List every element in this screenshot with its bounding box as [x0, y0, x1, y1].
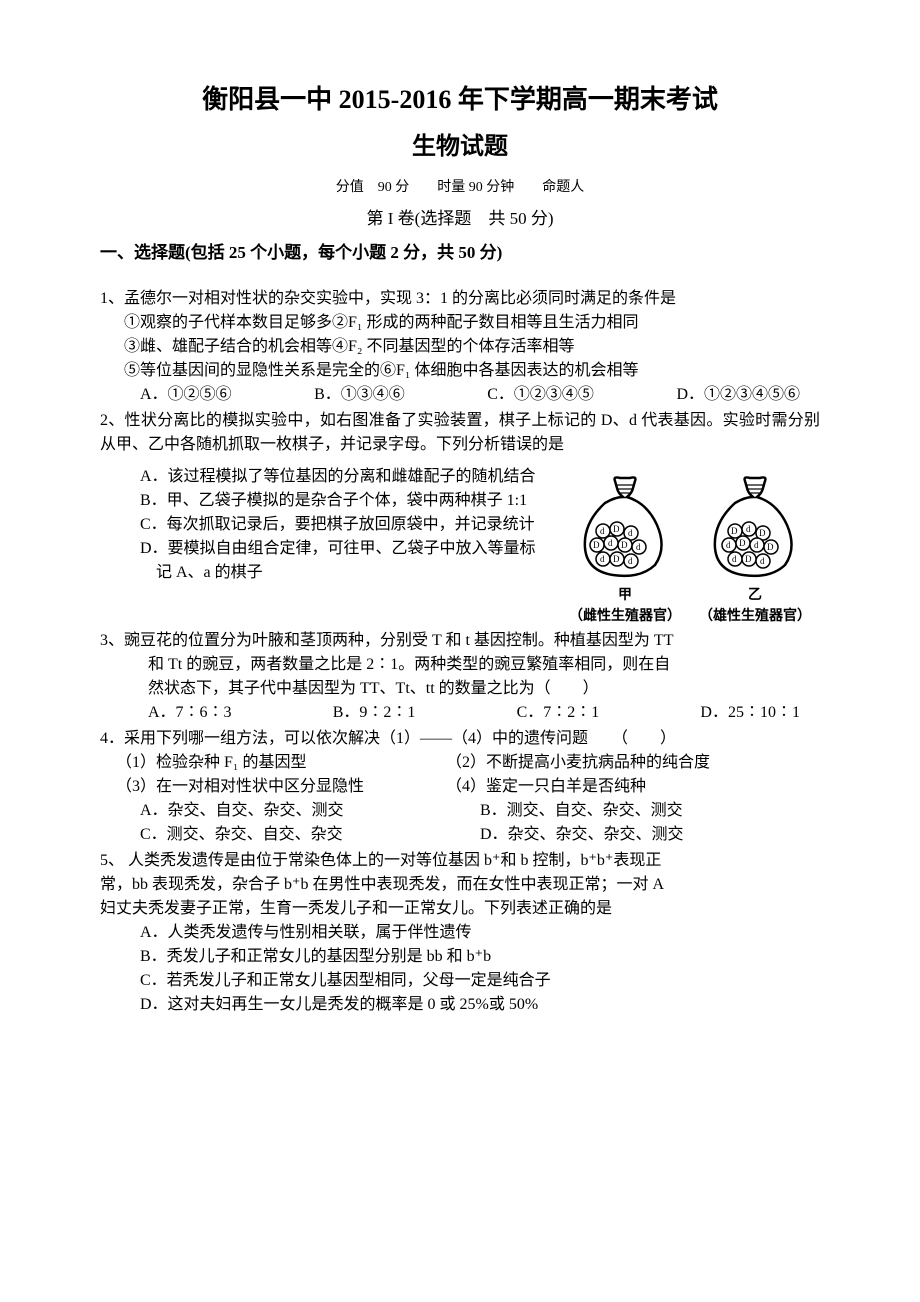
q2-opt-b: B．甲、乙袋子模拟的是杂合子个体，袋中两种棋子 1:1 — [116, 489, 548, 513]
exam-meta: 分值 90 分 时量 90 分钟 命题人 — [100, 177, 820, 198]
q3-opt-d: D．25∶10∶1 — [700, 701, 800, 725]
svg-text:d: d — [628, 556, 633, 566]
q3-opt-b: B．9∶2∶1 — [333, 701, 416, 725]
q5-cont1: 常，bb 表现秃发，杂合子 b⁺b 在男性中表现秃发，而在女性中表现正常；一对 … — [100, 873, 820, 897]
svg-text:d: d — [760, 556, 765, 566]
q3-opt-a: A．7∶6∶3 — [148, 701, 232, 725]
question-3: 3、豌豆花的位置分为叶腋和茎顶两种，分别受 T 和 t 基因控制。种植基因型为 … — [100, 629, 820, 725]
svg-text:d: d — [726, 540, 731, 550]
svg-text:d: d — [732, 554, 737, 564]
part-header: 一、选择题(包括 25 个小题，每个小题 2 分，共 50 分) — [100, 240, 820, 266]
q4-opt-d: D．杂交、杂交、杂交、测交 — [480, 823, 684, 847]
q1-line1: ①观察的子代样本数目足够多②F₁ 形成的两种配子数目相等且生活力相同 — [100, 311, 820, 335]
svg-text:D: D — [593, 540, 600, 550]
bag2-sublabel: （雄性生殖器官） — [699, 606, 811, 627]
svg-text:D: D — [745, 554, 752, 564]
bag1-label: 甲 — [618, 585, 632, 606]
svg-text:D: D — [767, 542, 774, 552]
q3-stem: 3、豌豆花的位置分为叶腋和茎顶两种，分别受 T 和 t 基因控制。种植基因型为 … — [100, 629, 820, 653]
question-4: 4．采用下列哪一组方法，可以依次解决（1）——（4）中的遗传问题 （ ） （1）… — [100, 727, 820, 847]
q4-options-row1: A．杂交、自交、杂交、测交 B．测交、自交、杂交、测交 — [100, 799, 820, 823]
q1-opt-d: D．①②③④⑤⑥ — [676, 383, 800, 407]
q5-stem: 5、 人类秃发遗传是由位于常染色体上的一对等位基因 b⁺和 b 控制，b⁺b⁺表… — [100, 849, 820, 873]
q2-opt-c: C．每次抓取记录后，要把棋子放回原袋中，并记录统计 — [116, 513, 548, 537]
svg-text:D: D — [739, 538, 746, 548]
q5-opt-a: A．人类秃发遗传与性别相关联，属于伴性遗传 — [100, 921, 820, 945]
q3-options: A．7∶6∶3 B．9∶2∶1 C．7∶2∶1 D．25∶10∶1 — [100, 701, 820, 725]
bag2-label: 乙 — [748, 585, 762, 606]
q1-line3: ⑤等位基因间的显隐性关系是完全的⑥F₁ 体细胞中各基因表达的机会相等 — [100, 359, 820, 383]
q4-sub1: （1）检验杂种 F₁ 的基因型 — [116, 751, 446, 775]
q4-opt-b: B．测交、自交、杂交、测交 — [480, 799, 683, 823]
exam-title: 衡阳县一中 2015-2016 年下学期高一期末考试 — [100, 80, 820, 119]
q2-stem: 2、性状分离比的模拟实验中，如右图准备了实验装置，棋子上标记的 D、d 代表基因… — [100, 409, 820, 457]
svg-text:d: d — [628, 528, 633, 538]
q2-opt-d: D．要模拟自由组合定律，可往甲、乙袋子中放入等量标记 A、a 的棋子 — [116, 537, 548, 585]
q4-sub3: （3）在一对相对性状中区分显隐性 — [116, 775, 446, 799]
question-5: 5、 人类秃发遗传是由位于常染色体上的一对等位基因 b⁺和 b 控制，b⁺b⁺表… — [100, 849, 820, 1017]
section-header: 第 I 卷(选择题 共 50 分) — [100, 206, 820, 232]
q1-opt-b: B．①③④⑥ — [314, 383, 405, 407]
q5-opt-d: D．这对夫妇再生一女儿是秃发的概率是 0 或 25%或 50% — [100, 993, 820, 1017]
q4-options-row2: C．测交、杂交、自交、杂交 D．杂交、杂交、杂交、测交 — [100, 823, 820, 847]
q3-cont2: 然状态下，其子代中基因型为 TT、Tt、tt 的数量之比为（ ） — [100, 677, 820, 701]
q4-sub2: （2）不断提高小麦抗病品种的纯合度 — [446, 751, 710, 775]
svg-text:D: D — [759, 528, 766, 538]
svg-text:d: d — [600, 554, 605, 564]
q1-stem: 1、孟德尔一对相对性状的杂交实验中，实现 3：1 的分离比必须同时满足的条件是 — [100, 287, 820, 311]
q1-opt-c: C．①②③④⑤ — [487, 383, 594, 407]
q4-sub4: （4）鉴定一只白羊是否纯种 — [446, 775, 646, 799]
q1-line2: ③雌、雄配子结合的机会相等④F₂ 不同基因型的个体存活率相等 — [100, 335, 820, 359]
question-1: 1、孟德尔一对相对性状的杂交实验中，实现 3：1 的分离比必须同时满足的条件是 … — [100, 287, 820, 407]
exam-subtitle: 生物试题 — [100, 129, 820, 165]
q5-opt-b: B．秃发儿子和正常女儿的基因型分别是 bb 和 b⁺b — [100, 945, 820, 969]
q3-opt-c: C．7∶2∶1 — [517, 701, 600, 725]
q3-cont1: 和 Tt 的豌豆，两者数量之比是 2∶1。两种类型的豌豆繁殖率相同，则在自 — [100, 653, 820, 677]
q4-opt-a: A．杂交、自交、杂交、测交 — [140, 799, 480, 823]
q5-opt-c: C．若秃发儿子和正常女儿基因型相同，父母一定是纯合子 — [100, 969, 820, 993]
q1-options: A．①②⑤⑥ B．①③④⑥ C．①②③④⑤ D．①②③④⑤⑥ — [100, 383, 820, 407]
q5-cont2: 妇丈夫秃发妻子正常，生育一秃发儿子和一正常女儿。下列表述正确的是 — [100, 897, 820, 921]
svg-text:D: D — [731, 526, 738, 536]
svg-text:d: d — [608, 538, 613, 548]
q2-opt-a: A．该过程模拟了等位基因的分离和雌雄配子的随机结合 — [116, 465, 548, 489]
question-2: 2、性状分离比的模拟实验中，如右图准备了实验装置，棋子上标记的 D、d 代表基因… — [100, 409, 820, 627]
svg-text:d: d — [636, 542, 641, 552]
svg-text:D: D — [613, 554, 620, 564]
q2-figure: d D d D d D d d D d 甲 （雌性生殖器官） — [560, 473, 820, 627]
bag-yi-icon: D d D d D d D d D d — [705, 473, 805, 583]
svg-text:D: D — [621, 540, 628, 550]
bag-jia-icon: d D d D d D d d D d — [575, 473, 675, 583]
svg-text:d: d — [746, 524, 751, 534]
svg-text:D: D — [613, 524, 620, 534]
q4-stem: 4．采用下列哪一组方法，可以依次解决（1）——（4）中的遗传问题 （ ） — [100, 727, 820, 751]
q1-opt-a: A．①②⑤⑥ — [140, 383, 232, 407]
svg-text:d: d — [600, 526, 605, 536]
q4-opt-c: C．测交、杂交、自交、杂交 — [140, 823, 480, 847]
svg-text:d: d — [754, 540, 759, 550]
bag1-sublabel: （雌性生殖器官） — [569, 606, 681, 627]
